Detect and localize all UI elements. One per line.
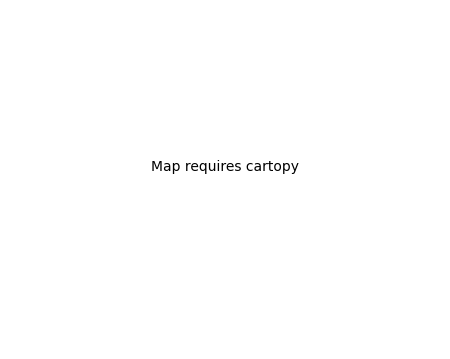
- Text: Map requires cartopy: Map requires cartopy: [151, 160, 299, 174]
- Text: U.S. farm business average net cash farm income by
resource region, 2023–24F: U.S. farm business average net cash farm…: [4, 15, 355, 43]
